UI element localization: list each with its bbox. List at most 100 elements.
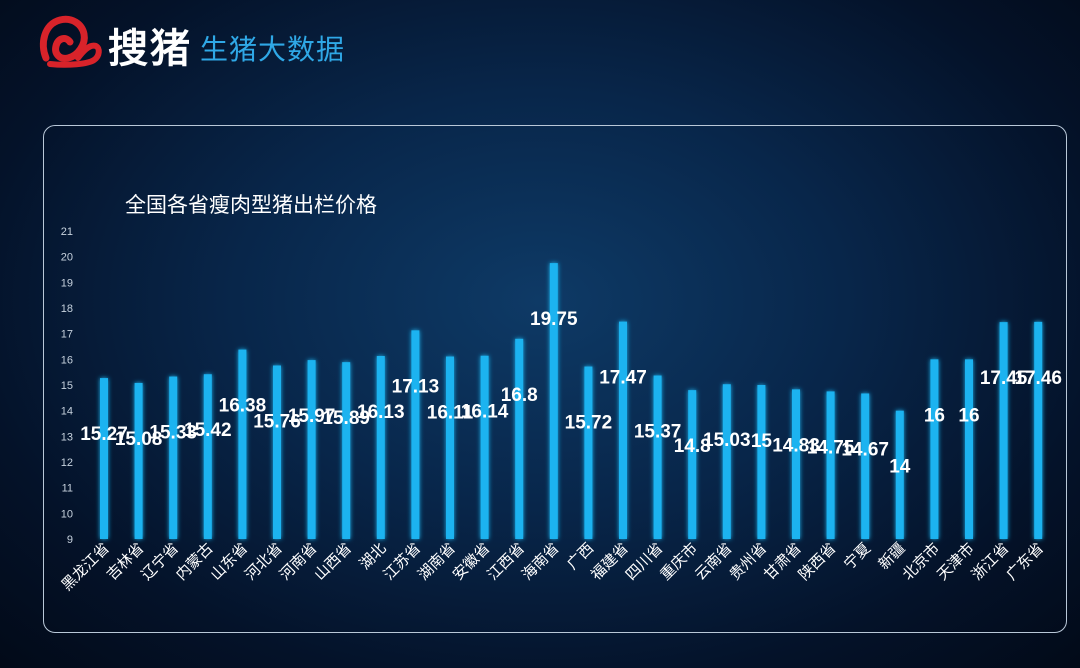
bar [792,389,800,539]
x-tick-label: 辽宁省 [137,539,182,584]
data-label: 16.38 [219,396,267,417]
y-tick-label: 11 [62,483,73,495]
y-tick-label: 16 [61,354,73,366]
bar [584,366,593,539]
chart-title: 全国各省瘦肉型猪出栏价格 [125,193,377,217]
y-tick-label: 10 [61,508,73,520]
x-tick-label: 云南省 [691,539,736,584]
bar [100,378,108,539]
data-label: 14.83 [772,435,820,456]
x-tick-label: 四川省 [622,539,667,584]
y-tick-label: 19 [61,277,73,289]
bar [307,360,316,539]
bar [861,393,870,539]
x-tick-label: 甘肃省 [760,539,805,584]
y-tick-label: 13 [61,431,73,443]
y-tick-label: 20 [61,252,73,264]
data-label: 15 [751,431,773,452]
y-tick-label: 14 [61,406,73,418]
y-tick-label: 9 [67,534,73,546]
x-tick-label: 内蒙古 [172,539,217,584]
bar [134,382,143,539]
y-tick-label: 21 [61,226,73,238]
data-label: 15.72 [565,413,613,434]
bar [688,390,697,539]
x-tick-label: 陕西省 [795,539,840,584]
data-label: 14 [889,457,911,478]
y-tick-label: 18 [61,303,73,315]
x-tick-label: 海南省 [518,539,563,584]
x-tick-label: 山西省 [310,539,355,584]
bar [999,322,1008,539]
bar [169,376,178,539]
bar [619,321,627,539]
x-tick-label: 江西省 [483,539,528,584]
data-label: 15.27 [80,424,128,445]
x-tick-label: 宁夏 [840,539,874,573]
brand-name: 搜猪 [108,25,192,72]
bar [826,391,835,539]
x-tick-label: 山东省 [207,539,252,584]
brand-logo-icon [39,15,102,68]
x-tick-label: 贵州省 [726,539,771,584]
x-tick-label: 重庆市 [656,539,701,584]
chart-panel [43,125,1067,633]
data-label: 16 [958,405,979,426]
data-label: 19.75 [530,309,578,330]
bar [203,374,212,539]
bar [480,355,489,539]
data-label: 15.97 [288,406,336,427]
data-label: 17.45 [980,368,1028,389]
data-label: 16.14 [461,402,509,423]
data-label: 16 [924,405,945,426]
bar [549,263,558,539]
data-label: 17.46 [1014,368,1062,389]
data-label: 15.33 [149,423,197,444]
data-label: 16.13 [357,402,405,423]
bar [238,349,247,539]
data-label: 14.75 [807,437,855,458]
x-tick-label: 湖南省 [414,539,459,584]
bar [895,410,904,539]
bar [722,384,731,539]
x-tick-label: 安徽省 [449,539,494,584]
data-label: 17.47 [599,368,647,389]
x-tick-label: 北京市 [899,539,944,584]
brand-subtitle: 生猪大数据 [200,34,346,65]
x-tick-label: 河南省 [276,539,321,584]
data-label: 15.08 [115,429,163,450]
data-label: 14.8 [674,436,711,457]
bar [930,359,939,539]
y-tick-label: 12 [61,457,73,469]
data-label: 14.67 [841,439,889,460]
bar [342,362,351,539]
bar [376,355,385,539]
data-label: 15.03 [703,430,751,451]
y-tick-label: 17 [61,329,73,341]
data-label: 15.89 [322,408,370,429]
bar [446,356,454,539]
bar [411,330,420,539]
x-tick-label: 广东省 [1002,539,1047,584]
data-label: 17.13 [392,376,440,397]
data-label: 15.42 [184,420,232,441]
bar [653,375,662,539]
bar [1034,321,1043,539]
x-tick-label: 江苏省 [380,539,425,584]
data-label: 16.8 [501,385,538,406]
x-tick-label: 河北省 [241,539,286,584]
x-tick-label: 天津市 [933,539,978,584]
x-tick-label: 浙江省 [968,539,1013,584]
x-tick-label: 福建省 [587,539,632,584]
bar [273,365,281,539]
data-label: 15.76 [253,411,301,432]
bar [757,385,766,539]
y-tick-label: 15 [61,380,73,392]
x-tick-label: 黑龙江省 [58,539,113,594]
data-label: 16.11 [427,403,474,424]
data-label: 15.37 [634,422,682,443]
bar [965,359,973,539]
bar [515,338,524,539]
x-tick-label: 吉林省 [103,539,148,584]
